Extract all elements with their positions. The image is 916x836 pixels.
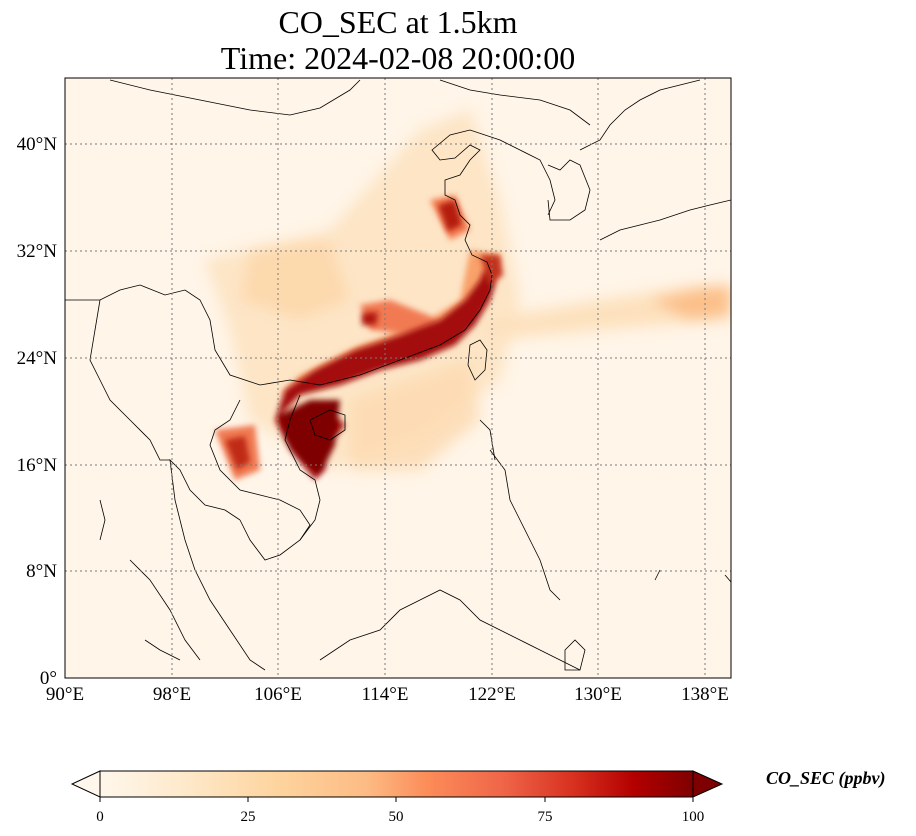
map-subtitle-time: Time: 2024-02-08 20:00:00 — [220, 40, 576, 76]
colorbar-label: CO_SEC (ppbv) — [766, 768, 886, 788]
lon-tick-label: 114°E — [362, 684, 409, 705]
colorbar-tick-label: 25 — [241, 809, 256, 825]
lon-tick-label: 106°E — [254, 684, 302, 705]
coastlines — [65, 79, 731, 671]
lat-tick-label: 32°N — [17, 241, 58, 262]
colorbar-gradient — [99, 770, 694, 798]
lon-tick-label: 122°E — [468, 684, 516, 705]
colorbar-tick-label: 75 — [538, 809, 553, 825]
graticule — [65, 78, 731, 678]
lon-tick-label: 98°E — [153, 684, 191, 705]
lon-tick-label: 138°E — [681, 684, 729, 705]
lat-tick-label: 24°N — [17, 348, 58, 369]
lon-tick-label: 130°E — [574, 684, 622, 705]
latitude-axis: 0° 8°N 16°N 24°N 32°N 40°N — [17, 134, 58, 689]
colorbar-extend-high — [692, 770, 724, 798]
lat-tick-label: 8°N — [26, 561, 57, 582]
colorbar-tick-label: 100 — [682, 809, 705, 825]
map-frame — [64, 77, 732, 679]
lat-tick-label: 16°N — [17, 455, 58, 476]
colorbar-extend-low — [70, 770, 101, 798]
co-concentration-field — [65, 78, 731, 678]
colorbar: 0 25 50 75 100 — [70, 770, 724, 825]
lat-tick-label: 0° — [40, 668, 57, 689]
lat-tick-label: 40°N — [17, 134, 58, 155]
map-title: CO_SEC at 1.5km — [278, 4, 518, 40]
colorbar-tick-label: 50 — [389, 809, 404, 825]
longitude-axis: 90°E 98°E 106°E 114°E 122°E 130°E 138°E — [46, 684, 729, 705]
colorbar-tick-label: 0 — [96, 809, 104, 825]
lon-tick-label: 90°E — [46, 684, 84, 705]
